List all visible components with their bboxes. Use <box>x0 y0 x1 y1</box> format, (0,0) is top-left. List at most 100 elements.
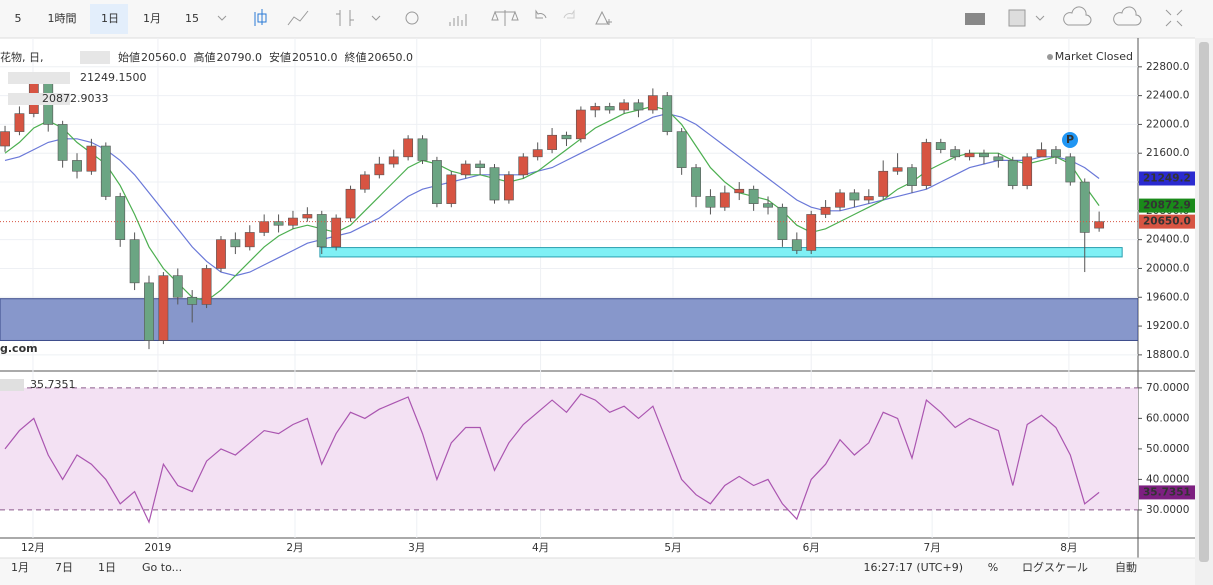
marker-label: P <box>1066 133 1074 146</box>
rsi-pane <box>0 387 1138 524</box>
candle-body <box>187 296 198 305</box>
candle-body <box>1065 156 1076 183</box>
camera-icon <box>965 13 985 25</box>
scroll-thumb[interactable] <box>1199 42 1209 562</box>
candle-body <box>518 156 529 176</box>
rsi-legend: 35.7351 <box>30 378 76 391</box>
symbol: 花物, 日, <box>0 50 44 64</box>
indicator-icon <box>287 10 309 26</box>
candle-body <box>647 95 658 111</box>
candle-body <box>806 214 817 251</box>
candle-body <box>417 138 428 161</box>
price-label: 21249.2 <box>1143 172 1191 184</box>
candle-body <box>432 160 442 204</box>
status-dot <box>1047 54 1053 60</box>
compare-icon <box>491 10 519 26</box>
candle-body <box>115 196 126 240</box>
dropdown-icon <box>1035 15 1045 21</box>
candle-body <box>1051 149 1061 158</box>
price-label: 20650.0 <box>1143 216 1191 228</box>
dropdown-icon <box>217 15 227 21</box>
interval-button[interactable]: 5 <box>15 12 22 25</box>
candle-body <box>0 131 10 147</box>
candle-body <box>374 163 385 176</box>
candle-body <box>1007 160 1018 186</box>
price-pane: g.com <box>0 74 1138 355</box>
candle-body <box>662 95 673 132</box>
ohlc-value: 20510.0 <box>292 51 338 64</box>
x-tick-label: 12月 <box>21 542 45 554</box>
y-tick-label: 60.0000 <box>1146 412 1189 424</box>
candle-body <box>86 145 97 172</box>
candle-body <box>619 102 629 111</box>
range-button[interactable]: 7日 <box>55 561 73 574</box>
ohlc-label: 始値 <box>118 50 140 64</box>
y-tick-label: 40.0000 <box>1146 473 1189 485</box>
watermark: g.com <box>0 342 38 355</box>
ohlc-value: 20790.0 <box>217 51 263 64</box>
percent-button[interactable]: % <box>988 561 998 574</box>
candle-body <box>57 124 68 161</box>
candle-body <box>288 217 298 226</box>
legend-entry: 20872.9033 <box>42 92 108 105</box>
candle-icon <box>254 9 267 26</box>
candle-body <box>503 174 514 201</box>
y-tick-label: 22800.0 <box>1146 61 1189 73</box>
y-tick-label: 19600.0 <box>1146 291 1189 303</box>
zone <box>0 298 1138 341</box>
price-label-bg <box>1139 214 1195 229</box>
range-button[interactable]: 1月 <box>11 561 29 574</box>
candle-body <box>633 102 644 111</box>
toolbar <box>0 0 1213 38</box>
candle-body <box>475 163 486 168</box>
candle-body <box>849 192 860 201</box>
candle-body <box>763 203 773 208</box>
range-button[interactable]: 1日 <box>98 561 116 574</box>
market-status: Market Closed <box>1055 50 1133 63</box>
bars-icon <box>336 10 354 26</box>
candle-body <box>1036 149 1047 158</box>
candle-body <box>316 214 327 248</box>
interval-button[interactable]: 15 <box>185 12 199 25</box>
y-tick-label: 70.0000 <box>1146 382 1189 394</box>
candle-body <box>921 142 932 186</box>
candle-body <box>1094 221 1105 229</box>
candle-body <box>230 239 241 248</box>
alert-icon <box>595 10 612 25</box>
candle-body <box>331 217 342 248</box>
interval-button[interactable]: 1時間 <box>48 12 77 25</box>
log-button[interactable]: ログスケール <box>1022 560 1088 574</box>
candle-body <box>144 282 154 341</box>
candle-body <box>360 174 370 190</box>
candle-body <box>1022 156 1033 186</box>
candle-body <box>129 239 140 284</box>
marker <box>1062 132 1078 148</box>
goto-button[interactable]: Go to... <box>142 561 182 574</box>
candle-body <box>791 239 802 251</box>
interval-button[interactable]: 1月 <box>143 12 161 25</box>
candle-body <box>172 275 183 298</box>
candle-body <box>460 163 471 176</box>
candle-body <box>590 106 601 111</box>
legend-icons <box>8 72 70 84</box>
candle-body <box>835 192 845 208</box>
candle-body <box>719 192 730 208</box>
ohlc-label: 安値 <box>269 50 291 64</box>
candle-body <box>547 134 557 150</box>
candle-body <box>403 138 414 158</box>
auto-button[interactable]: 自動 <box>1115 560 1137 574</box>
ohlc-value: 20650.0 <box>368 51 414 64</box>
candle-body <box>201 268 212 305</box>
candle-body <box>158 275 169 341</box>
toolbar-icons <box>217 6 1183 27</box>
interval-button[interactable]: 1日 <box>101 12 119 25</box>
candle-body <box>345 188 356 219</box>
color-icon <box>1008 9 1026 27</box>
settings-icon <box>405 11 419 25</box>
ohlc-value: 20560.0 <box>141 51 187 64</box>
candle-body <box>950 149 961 158</box>
ui-text: 5 1時間 1日 1月 15 1月 7日 1日 Go to... 16:27:17 (UTC+9)… <box>0 12 1137 574</box>
dropdown-icon <box>371 15 381 21</box>
rsi-legend-icons <box>0 379 24 391</box>
